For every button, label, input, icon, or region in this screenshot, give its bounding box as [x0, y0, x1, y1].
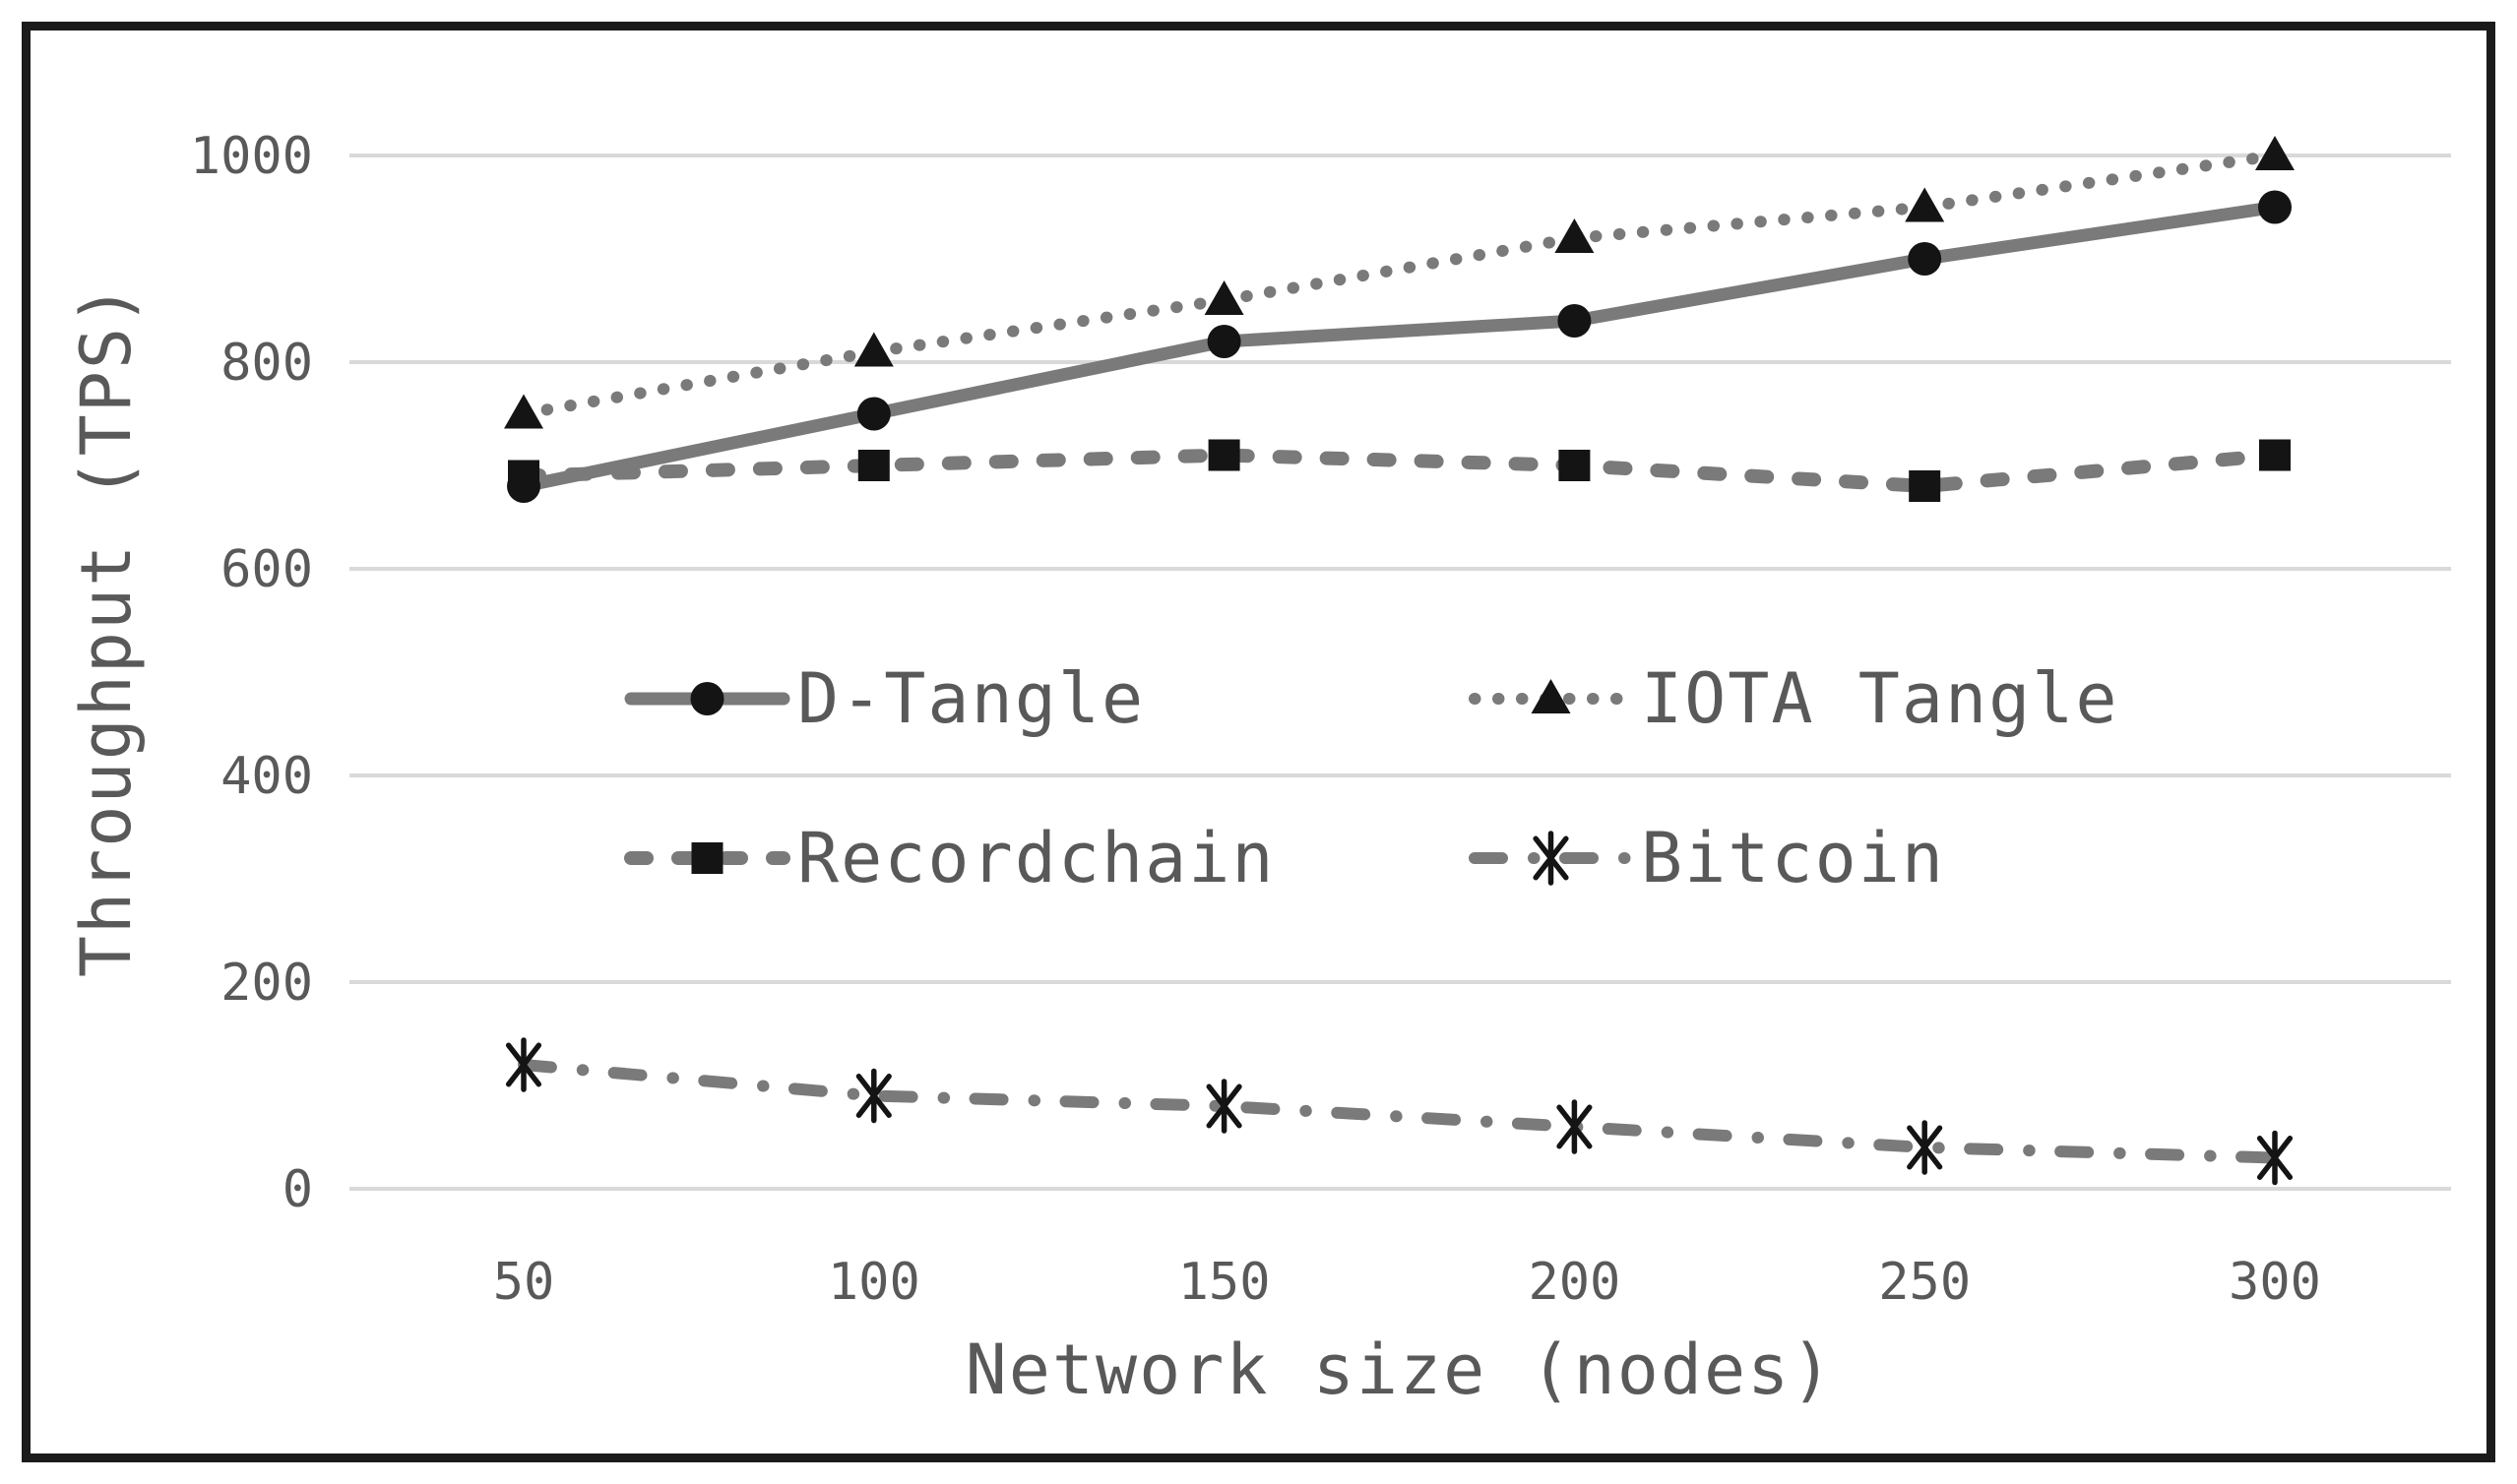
series-line-bitcoin	[518, 1059, 2281, 1164]
legend-item-recordchain: Recordchain	[624, 818, 1276, 898]
y-tick-label-800: 800	[220, 334, 313, 393]
legend-item-iota-tangle: IOTA Tangle	[1469, 658, 2119, 739]
asterisk-marker-bitcoin-3	[1556, 1099, 1593, 1154]
circle-marker-d-tangle-1	[856, 397, 891, 431]
x-tick-label-150: 150	[1178, 1253, 1271, 1312]
asterisk-marker-bitcoin-5	[2256, 1130, 2294, 1186]
x-tick-label-200: 200	[1528, 1253, 1620, 1312]
series-line-recordchain	[517, 448, 2282, 493]
triangle-marker-iota-tangle-0	[504, 394, 543, 429]
y-tick-label-400: 400	[220, 747, 313, 806]
x-axis-title: Network size (nodes)	[965, 1329, 1835, 1410]
y-tick-label-0: 0	[283, 1160, 313, 1219]
circle-marker-d-tangle-4	[1908, 242, 1942, 276]
asterisk-marker-bitcoin-2	[1206, 1079, 1242, 1134]
triangle-marker-iota-tangle-1	[853, 332, 894, 367]
square-marker-recordchain-2	[1208, 439, 1240, 471]
series-markers-bitcoin	[505, 1037, 2294, 1186]
asterisk-marker-bitcoin-1	[855, 1068, 892, 1124]
triangle-marker-iota-tangle-2	[1204, 280, 1244, 315]
y-tick-label-600: 600	[220, 540, 313, 599]
asterisk-marker-legend-bitcoin	[1533, 831, 1569, 886]
square-marker-recordchain-4	[1909, 470, 1941, 502]
legend-label-bitcoin: Bitcoin	[1641, 818, 1945, 898]
y-tick-label-200: 200	[220, 954, 313, 1013]
y-axis-title: Throughput (TPS)	[66, 281, 147, 978]
asterisk-marker-bitcoin-4	[1907, 1120, 1943, 1175]
triangle-marker-legend-iota-tangle	[1531, 679, 1571, 713]
series-markers-d-tangle	[507, 190, 2292, 503]
legend-label-recordchain: Recordchain	[797, 818, 1276, 898]
square-marker-recordchain-0	[508, 460, 539, 492]
x-tick-label-100: 100	[828, 1253, 920, 1312]
series-markers-recordchain	[508, 439, 2291, 502]
x-tick-label-300: 300	[2229, 1253, 2321, 1312]
square-marker-recordchain-3	[1558, 450, 1591, 481]
y-tick-label-1000: 1000	[190, 127, 313, 186]
triangle-marker-iota-tangle-5	[2255, 136, 2295, 170]
series-line-iota-tangle	[518, 150, 2281, 420]
square-marker-recordchain-5	[2259, 439, 2291, 471]
series-line-d-tangle	[517, 201, 2282, 493]
circle-marker-d-tangle-3	[1557, 304, 1592, 338]
triangle-marker-iota-tangle-4	[1905, 187, 1945, 222]
series-markers-iota-tangle	[504, 136, 2295, 429]
circle-marker-legend-d-tangle	[690, 682, 724, 715]
legend-label-iota-tangle: IOTA Tangle	[1641, 658, 2119, 739]
x-tick-label-50: 50	[493, 1253, 555, 1312]
asterisk-marker-bitcoin-0	[505, 1037, 542, 1092]
x-tick-label-250: 250	[1878, 1253, 1971, 1312]
square-marker-legend-recordchain	[691, 842, 724, 874]
triangle-marker-iota-tangle-3	[1554, 218, 1595, 253]
circle-marker-d-tangle-5	[2258, 190, 2292, 224]
legend-label-d-tangle: D-Tangle	[797, 658, 1145, 739]
legend-item-bitcoin: Bitcoin	[1469, 818, 1945, 898]
legend-item-d-tangle: D-Tangle	[624, 658, 1145, 739]
circle-marker-d-tangle-2	[1207, 325, 1241, 358]
square-marker-recordchain-1	[857, 450, 890, 481]
